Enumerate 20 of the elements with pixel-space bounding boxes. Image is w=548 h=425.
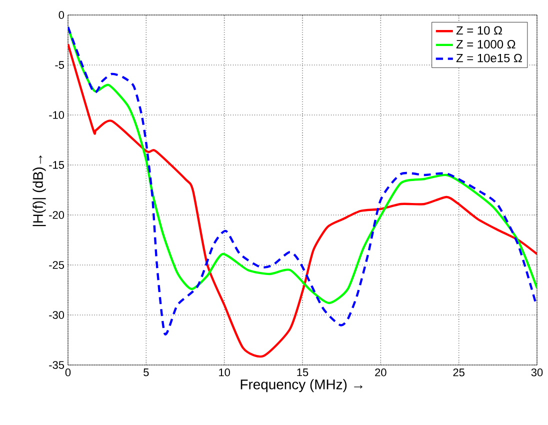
y-tick-label: -30 bbox=[49, 311, 64, 319]
y-tick-label: -10 bbox=[49, 111, 64, 119]
x-tick-label: 0 bbox=[65, 368, 71, 376]
x-tick-label: 10 bbox=[219, 368, 230, 376]
y-axis-title: |H(f)| (dB)→ bbox=[32, 156, 46, 226]
legend-label: Z = 10 Ω bbox=[456, 26, 502, 35]
x-tick-label: 20 bbox=[375, 368, 386, 376]
y-tick-label: -5 bbox=[55, 61, 64, 69]
x-tick-label: 25 bbox=[453, 368, 464, 376]
x-axis-title: Frequency (MHz) → bbox=[240, 379, 362, 392]
y-tick-label: -20 bbox=[49, 211, 64, 219]
y-tick-label: -35 bbox=[49, 361, 64, 369]
legend-label: Z = 1000 Ω bbox=[456, 40, 516, 48]
legend-label: Z = 10e15 Ω bbox=[456, 54, 522, 62]
y-tick-label: -15 bbox=[49, 161, 64, 169]
x-tick-label: 30 bbox=[531, 368, 543, 376]
x-tick-label: 15 bbox=[297, 368, 308, 376]
x-tick-label: 5 bbox=[144, 368, 149, 376]
y-tick-label: -25 bbox=[49, 261, 64, 269]
y-tick-label: 0 bbox=[58, 11, 64, 19]
